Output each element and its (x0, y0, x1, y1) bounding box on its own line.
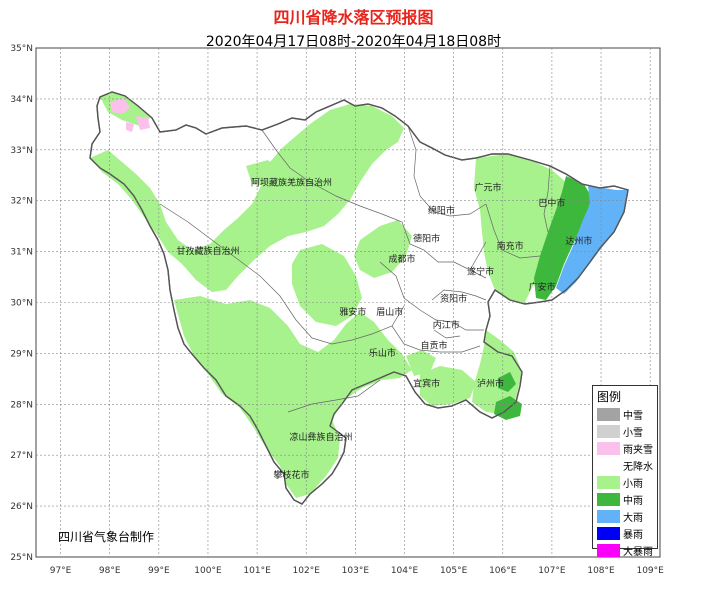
legend-item: 无降水 (597, 457, 657, 473)
legend-swatch (597, 509, 620, 523)
city-label: 遂宁市 (467, 266, 494, 278)
legend-item: 小雨 (597, 474, 657, 490)
forecast-period: 2020年04月17日08时-2020年04月18日08时 (205, 34, 502, 50)
longitude-tick-label: 102°E (293, 566, 321, 576)
legend-item: 大暴雨 (597, 542, 657, 558)
latitude-tick-label: 31°N (10, 248, 33, 258)
city-label: 绵阳市 (428, 204, 455, 216)
legend-items: 中雪小雪雨夹雪无降水小雨中雨大雨暴雨大暴雨 (593, 406, 657, 558)
latitude-tick-label: 27°N (10, 451, 33, 461)
city-label: 南充市 (497, 240, 524, 252)
legend-item: 中雨 (597, 491, 657, 507)
latitude-tick-label: 30°N (10, 299, 33, 309)
longitude-tick-label: 98°E (99, 566, 121, 576)
city-label: 自贡市 (420, 339, 447, 351)
city-label: 雅安市 (339, 306, 366, 318)
latitude-tick-label: 28°N (10, 400, 33, 410)
city-label: 广安市 (529, 281, 556, 293)
longitude-tick-label: 99°E (148, 566, 170, 576)
map-title: 四川省降水落区预报图 (273, 8, 434, 27)
longitude-tick-label: 100°E (194, 566, 222, 576)
city-label: 攀枝花市 (273, 469, 309, 481)
legend-label: 暴雨 (623, 529, 643, 541)
longitude-tick-label: 101°E (243, 566, 271, 576)
latitude-tick-label: 33°N (10, 146, 33, 156)
legend-item: 雨夹雪 (597, 440, 657, 456)
latitude-tick-label: 35°N (10, 44, 33, 54)
legend-item: 小雪 (597, 423, 657, 439)
graticule (36, 48, 660, 557)
latitude-tick-label: 25°N (10, 553, 33, 563)
legend-item: 暴雨 (597, 525, 657, 541)
legend-swatch (597, 424, 620, 438)
legend-item: 中雪 (597, 406, 657, 422)
map-legend: 图例 中雪小雪雨夹雪无降水小雨中雨大雨暴雨大暴雨 (592, 385, 658, 558)
legend-label: 雨夹雪 (623, 444, 653, 456)
legend-swatch (597, 543, 620, 557)
light-rain-area (90, 92, 568, 498)
latitude-tick-label: 34°N (10, 95, 33, 105)
city-label: 乐山市 (369, 347, 396, 359)
longitude-tick-label: 106°E (489, 566, 517, 576)
city-label: 资阳市 (440, 292, 467, 304)
city-label: 泸州市 (477, 377, 504, 389)
city-label: 德阳市 (413, 232, 440, 244)
legend-swatch (597, 441, 620, 455)
legend-label: 小雨 (623, 478, 643, 490)
sleet-area (110, 98, 150, 132)
legend-swatch (597, 492, 620, 506)
longitude-tick-label: 107°E (538, 566, 566, 576)
province-border (89, 91, 629, 505)
legend-title: 图例 (597, 390, 622, 404)
producer-credit: 四川省气象台制作 (58, 529, 154, 544)
legend-item: 大雨 (597, 508, 657, 524)
legend-label: 大雨 (623, 512, 643, 524)
longitude-tick-label: 97°E (50, 566, 72, 576)
prefecture-boundaries (159, 125, 551, 413)
legend-swatch (597, 475, 620, 489)
city-label: 巴中市 (538, 197, 565, 209)
city-label: 宜宾市 (413, 377, 440, 389)
legend-label: 无降水 (623, 461, 653, 473)
longitude-tick-label: 103°E (342, 566, 370, 576)
legend-label: 小雪 (623, 427, 643, 439)
longitude-tick-label: 105°E (440, 566, 468, 576)
latitude-tick-label: 26°N (10, 502, 33, 512)
legend-swatch (597, 407, 620, 421)
city-label: 阿坝藏族羌族自治州 (251, 176, 332, 188)
heavy-rain-area (556, 186, 628, 294)
city-label: 眉山市 (376, 306, 403, 318)
axis-tick-labels: 35°N 34°N 33°N 32°N 31°N 30°N 29°N 28°N 27°N 26°N… (10, 44, 664, 576)
latitude-tick-label: 29°N (10, 349, 33, 359)
legend-label: 中雨 (623, 495, 643, 507)
legend-label: 大暴雨 (623, 546, 653, 558)
longitude-tick-label: 108°E (587, 566, 615, 576)
longitude-tick-label: 104°E (391, 566, 419, 576)
city-label: 凉山彝族自治州 (289, 431, 352, 443)
legend-label: 中雪 (623, 410, 643, 422)
city-label: 内江市 (433, 319, 460, 331)
city-label: 甘孜藏族自治州 (176, 245, 239, 257)
city-label: 达州市 (565, 235, 592, 247)
legend-swatch (597, 458, 620, 472)
longitude-tick-label: 109°E (636, 566, 664, 576)
city-label: 成都市 (389, 253, 416, 265)
legend-swatch (597, 526, 620, 540)
latitude-tick-label: 32°N (10, 197, 33, 207)
city-label: 广元市 (475, 182, 502, 194)
